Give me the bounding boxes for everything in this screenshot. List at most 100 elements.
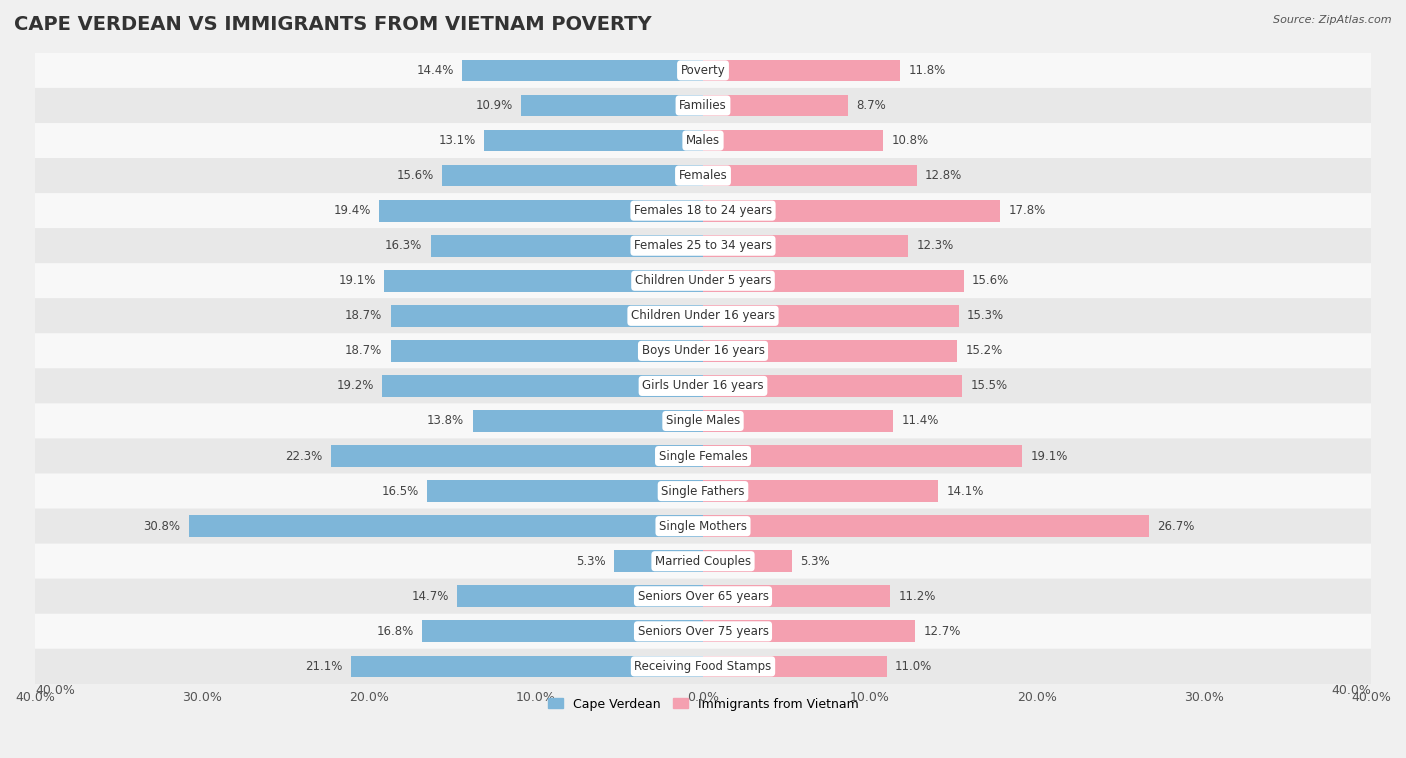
Text: 19.2%: 19.2%: [336, 380, 374, 393]
Bar: [382, 375, 703, 396]
Text: 13.8%: 13.8%: [427, 415, 464, 428]
Bar: [703, 410, 893, 432]
Bar: [188, 515, 703, 537]
Text: Boys Under 16 years: Boys Under 16 years: [641, 344, 765, 357]
FancyBboxPatch shape: [35, 88, 1371, 123]
Text: 19.4%: 19.4%: [333, 204, 371, 217]
Text: Males: Males: [686, 134, 720, 147]
Text: 11.2%: 11.2%: [898, 590, 936, 603]
Bar: [703, 60, 900, 81]
Text: 11.8%: 11.8%: [908, 64, 946, 77]
Text: Single Fathers: Single Fathers: [661, 484, 745, 497]
Text: CAPE VERDEAN VS IMMIGRANTS FROM VIETNAM POVERTY: CAPE VERDEAN VS IMMIGRANTS FROM VIETNAM …: [14, 15, 652, 34]
Legend: Cape Verdean, Immigrants from Vietnam: Cape Verdean, Immigrants from Vietnam: [543, 693, 863, 716]
Text: 16.5%: 16.5%: [382, 484, 419, 497]
Text: 14.1%: 14.1%: [946, 484, 984, 497]
Text: 18.7%: 18.7%: [344, 344, 382, 357]
Text: Females 25 to 34 years: Females 25 to 34 years: [634, 240, 772, 252]
FancyBboxPatch shape: [35, 299, 1371, 334]
Bar: [443, 164, 703, 186]
Text: Single Mothers: Single Mothers: [659, 520, 747, 533]
Text: Females 18 to 24 years: Females 18 to 24 years: [634, 204, 772, 217]
Text: 19.1%: 19.1%: [339, 274, 375, 287]
Text: 11.0%: 11.0%: [896, 660, 932, 673]
Bar: [422, 621, 703, 642]
FancyBboxPatch shape: [35, 334, 1371, 368]
Text: 10.9%: 10.9%: [475, 99, 513, 112]
FancyBboxPatch shape: [35, 368, 1371, 403]
Bar: [391, 340, 703, 362]
FancyBboxPatch shape: [35, 403, 1371, 439]
Bar: [703, 550, 792, 572]
FancyBboxPatch shape: [35, 193, 1371, 228]
Text: 16.8%: 16.8%: [377, 625, 413, 637]
FancyBboxPatch shape: [35, 228, 1371, 263]
Bar: [703, 130, 883, 152]
FancyBboxPatch shape: [35, 263, 1371, 299]
FancyBboxPatch shape: [35, 53, 1371, 88]
Text: 12.8%: 12.8%: [925, 169, 962, 182]
Bar: [380, 200, 703, 221]
FancyBboxPatch shape: [35, 509, 1371, 543]
Bar: [703, 375, 962, 396]
FancyBboxPatch shape: [35, 649, 1371, 684]
Text: 19.1%: 19.1%: [1031, 449, 1067, 462]
Text: 14.4%: 14.4%: [416, 64, 454, 77]
Text: 12.3%: 12.3%: [917, 240, 955, 252]
Text: Poverty: Poverty: [681, 64, 725, 77]
Bar: [703, 340, 957, 362]
Bar: [384, 270, 703, 292]
FancyBboxPatch shape: [35, 579, 1371, 614]
Text: 11.4%: 11.4%: [901, 415, 939, 428]
Text: Girls Under 16 years: Girls Under 16 years: [643, 380, 763, 393]
Text: Seniors Over 65 years: Seniors Over 65 years: [637, 590, 769, 603]
Text: 22.3%: 22.3%: [285, 449, 322, 462]
Bar: [614, 550, 703, 572]
Bar: [703, 95, 848, 116]
Bar: [484, 130, 703, 152]
Text: Children Under 5 years: Children Under 5 years: [634, 274, 772, 287]
FancyBboxPatch shape: [35, 439, 1371, 474]
Bar: [430, 235, 703, 256]
FancyBboxPatch shape: [35, 123, 1371, 158]
Text: 26.7%: 26.7%: [1157, 520, 1195, 533]
Text: 10.8%: 10.8%: [891, 134, 929, 147]
Bar: [330, 445, 703, 467]
Text: 12.7%: 12.7%: [924, 625, 960, 637]
Bar: [703, 585, 890, 607]
Bar: [703, 270, 963, 292]
Text: 14.7%: 14.7%: [412, 590, 449, 603]
Text: Seniors Over 75 years: Seniors Over 75 years: [637, 625, 769, 637]
Text: Single Males: Single Males: [666, 415, 740, 428]
Bar: [427, 481, 703, 502]
Text: 18.7%: 18.7%: [344, 309, 382, 322]
Text: 15.6%: 15.6%: [396, 169, 434, 182]
Text: 15.5%: 15.5%: [970, 380, 1007, 393]
Text: 21.1%: 21.1%: [305, 660, 342, 673]
Bar: [703, 656, 887, 677]
Bar: [522, 95, 703, 116]
Bar: [350, 656, 703, 677]
Text: Families: Families: [679, 99, 727, 112]
Bar: [703, 515, 1149, 537]
Text: 5.3%: 5.3%: [576, 555, 606, 568]
FancyBboxPatch shape: [35, 158, 1371, 193]
Text: 15.2%: 15.2%: [965, 344, 1002, 357]
Bar: [703, 235, 908, 256]
Text: 15.3%: 15.3%: [967, 309, 1004, 322]
Text: Single Females: Single Females: [658, 449, 748, 462]
Bar: [703, 164, 917, 186]
Text: 40.0%: 40.0%: [35, 684, 75, 697]
Text: 16.3%: 16.3%: [385, 240, 422, 252]
Bar: [703, 305, 959, 327]
Text: Married Couples: Married Couples: [655, 555, 751, 568]
Bar: [391, 305, 703, 327]
Text: 17.8%: 17.8%: [1008, 204, 1046, 217]
Text: 40.0%: 40.0%: [1331, 684, 1371, 697]
FancyBboxPatch shape: [35, 543, 1371, 579]
Text: Children Under 16 years: Children Under 16 years: [631, 309, 775, 322]
Text: Source: ZipAtlas.com: Source: ZipAtlas.com: [1274, 15, 1392, 25]
FancyBboxPatch shape: [35, 474, 1371, 509]
Text: 5.3%: 5.3%: [800, 555, 830, 568]
Bar: [703, 445, 1022, 467]
